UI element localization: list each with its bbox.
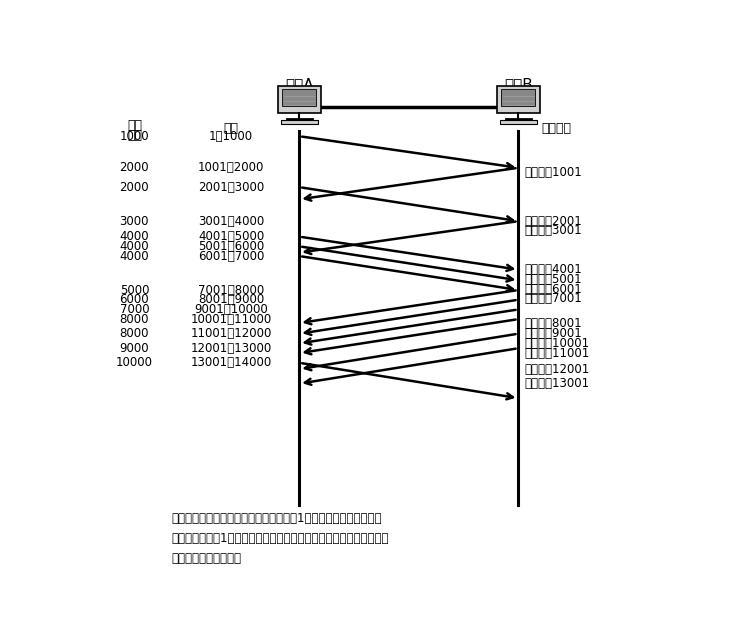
FancyArrowPatch shape [302, 364, 513, 399]
FancyArrowPatch shape [305, 222, 516, 254]
Text: 9001～10000: 9001～10000 [195, 303, 268, 316]
Text: 数据: 数据 [224, 122, 239, 135]
FancyArrowPatch shape [305, 290, 516, 324]
Text: 下一个是6001: 下一个是6001 [525, 282, 582, 295]
Text: 下一个是4001: 下一个是4001 [525, 263, 582, 276]
Text: 下一个是2001: 下一个是2001 [525, 215, 582, 227]
FancyArrowPatch shape [305, 348, 516, 385]
Text: 3000: 3000 [120, 215, 149, 227]
Text: 下一个是10001: 下一个是10001 [525, 337, 590, 350]
Text: 7001～8000: 7001～8000 [198, 284, 264, 297]
FancyArrowPatch shape [305, 300, 516, 335]
Text: 窗口: 窗口 [127, 129, 142, 142]
Text: 6000: 6000 [120, 293, 149, 306]
FancyArrowPatch shape [302, 188, 513, 222]
Text: 1000: 1000 [120, 130, 149, 143]
Text: 10000: 10000 [116, 357, 153, 369]
Text: 13001～14000: 13001～14000 [191, 357, 272, 369]
Text: 4000: 4000 [120, 240, 149, 253]
Text: 5000: 5000 [120, 284, 149, 297]
Text: 下一个是13001: 下一个是13001 [525, 377, 590, 390]
Text: 6001～7000: 6001～7000 [198, 249, 264, 263]
Text: 最初将发送端的窗口（拥塞窗口）设置为1。每收到一个确认应答，
窗口的値会增加1个段。（图中所示为没有延迟确认应答的情况，因此
与实际情况有所不同）: 最初将发送端的窗口（拥塞窗口）设置为1。每收到一个确认应答， 窗口的値会增加1个… [172, 512, 389, 565]
FancyArrowPatch shape [305, 319, 516, 354]
Text: 5001～6000: 5001～6000 [198, 240, 264, 253]
Text: 下一个是8001: 下一个是8001 [525, 316, 582, 329]
FancyArrowPatch shape [305, 168, 516, 201]
Text: 1～1000: 1～1000 [209, 130, 253, 143]
Text: 4000: 4000 [120, 249, 149, 263]
Text: 12001～13000: 12001～13000 [191, 341, 272, 355]
Text: 下一个是11001: 下一个是11001 [525, 346, 590, 360]
Bar [283, 89, 316, 106]
Text: 1001～2000: 1001～2000 [198, 161, 264, 175]
Text: 拥塞: 拥塞 [127, 118, 142, 132]
Bar [501, 120, 537, 124]
FancyArrowPatch shape [302, 237, 513, 271]
Text: 下一个是3001: 下一个是3001 [525, 224, 582, 237]
Text: 4000: 4000 [120, 230, 149, 243]
Text: 10001～11000: 10001～11000 [191, 312, 272, 326]
Text: 2000: 2000 [120, 181, 149, 193]
Bar [497, 86, 539, 113]
Text: 8000: 8000 [120, 327, 149, 340]
Text: 9000: 9000 [120, 341, 149, 355]
Text: 11001～12000: 11001～12000 [190, 327, 272, 340]
Bar [281, 120, 318, 124]
Text: 下一个是1001: 下一个是1001 [525, 166, 582, 179]
FancyArrowPatch shape [302, 137, 513, 169]
Text: 确认应答: 确认应答 [541, 122, 571, 135]
FancyArrowPatch shape [302, 247, 513, 282]
Text: 2001～3000: 2001～3000 [198, 181, 264, 193]
FancyArrowPatch shape [302, 256, 513, 291]
Text: 下一个是12001: 下一个是12001 [525, 363, 590, 375]
Bar [501, 89, 535, 106]
FancyArrowPatch shape [305, 310, 516, 345]
Text: 下一个是5001: 下一个是5001 [525, 273, 582, 286]
Text: 3001～4000: 3001～4000 [198, 215, 264, 227]
Text: 主机A: 主机A [285, 77, 313, 92]
FancyArrowPatch shape [305, 334, 516, 370]
Text: 7000: 7000 [120, 303, 149, 316]
Bar [278, 86, 321, 113]
Text: 8001～9000: 8001～9000 [198, 293, 264, 306]
Text: 2000: 2000 [120, 161, 149, 175]
Text: 下一个是9001: 下一个是9001 [525, 327, 582, 340]
Text: 主机B: 主机B [504, 77, 533, 92]
Text: 下一个是7001: 下一个是7001 [525, 292, 582, 306]
Text: 8000: 8000 [120, 312, 149, 326]
Text: 4001～5000: 4001～5000 [198, 230, 264, 243]
